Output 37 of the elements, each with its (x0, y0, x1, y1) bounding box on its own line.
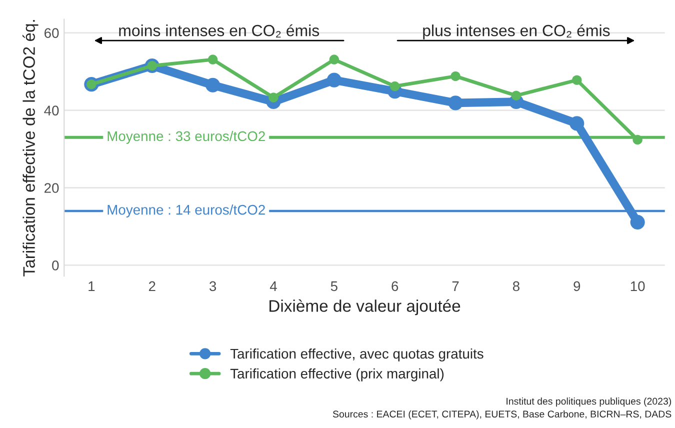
point (206, 78, 220, 92)
point (268, 92, 278, 102)
legend-label: Tarification effective, avec quotas gratuits (230, 348, 484, 362)
legend-label: Tarification effective (prix marginal) (230, 368, 444, 382)
source-note: Sources : EACEI (ECET, CITEPA), EUETS, Base Carbone, BICRN–RS, DADS (332, 410, 672, 420)
x-tick-label: 5 (330, 281, 338, 292)
annotation: moins intenses en CO₂ émis (119, 24, 320, 38)
text: Institut des politiques publiques (2023) (506, 398, 672, 407)
x-tick-label: 3 (209, 281, 216, 292)
x-tick-label: 8 (512, 281, 520, 292)
ref-line-label: Moyenne : 33 euros/tCO2 (108, 130, 265, 144)
y-tick-label: 20 (44, 183, 59, 193)
x-tick-label: 6 (392, 281, 398, 292)
point (390, 81, 400, 92)
point (632, 134, 642, 145)
x-tick-label: 4 (270, 281, 277, 291)
x-tick-label: 7 (452, 281, 459, 291)
x-axis-title: Dixième de valeur ajoutée (270, 299, 460, 316)
point (208, 54, 218, 64)
y-tick-label: 60 (44, 28, 59, 38)
point (448, 96, 463, 110)
point (511, 90, 522, 100)
annotation: plus intenses en CO₂ émis (423, 24, 610, 40)
point (630, 214, 645, 230)
x-tick-label: 9 (574, 281, 580, 292)
x-tick-label: 2 (148, 281, 156, 291)
x-tick-label: 1 (88, 281, 95, 291)
y-axis-title: Tarification effective de la tCO2 éq. (22, 20, 38, 276)
point (326, 72, 342, 88)
y-tick-label: 0 (52, 260, 59, 270)
x-tick-label: 10 (630, 281, 645, 292)
point (329, 54, 340, 64)
ref-line-label: Moyenne : 14 euros/tCO2 (108, 204, 265, 218)
point (450, 71, 460, 82)
point (572, 75, 582, 85)
point (570, 116, 584, 131)
y-tick-label: 40 (44, 106, 59, 116)
